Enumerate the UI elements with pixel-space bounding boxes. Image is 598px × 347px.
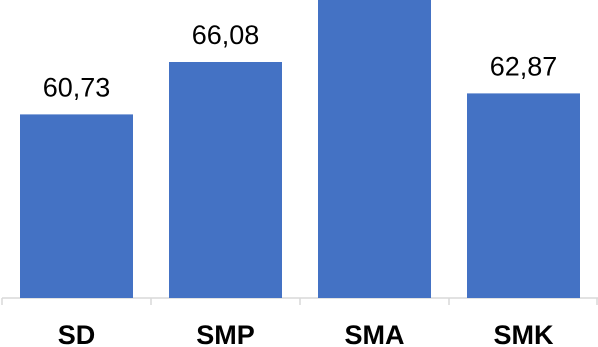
bar-sd (20, 114, 133, 299)
value-label-sd: 60,73 (43, 72, 111, 102)
category-label-sma: SMA (345, 320, 405, 347)
value-label-smp: 66,08 (192, 20, 260, 50)
value-label-smk: 62,87 (490, 51, 558, 81)
category-label-smk: SMK (494, 320, 555, 347)
category-label-sd: SD (58, 320, 96, 347)
category-label-smp: SMP (196, 320, 255, 347)
bar-smk (467, 93, 580, 299)
bar-smp (169, 62, 282, 298)
bar-sma (318, 0, 431, 298)
